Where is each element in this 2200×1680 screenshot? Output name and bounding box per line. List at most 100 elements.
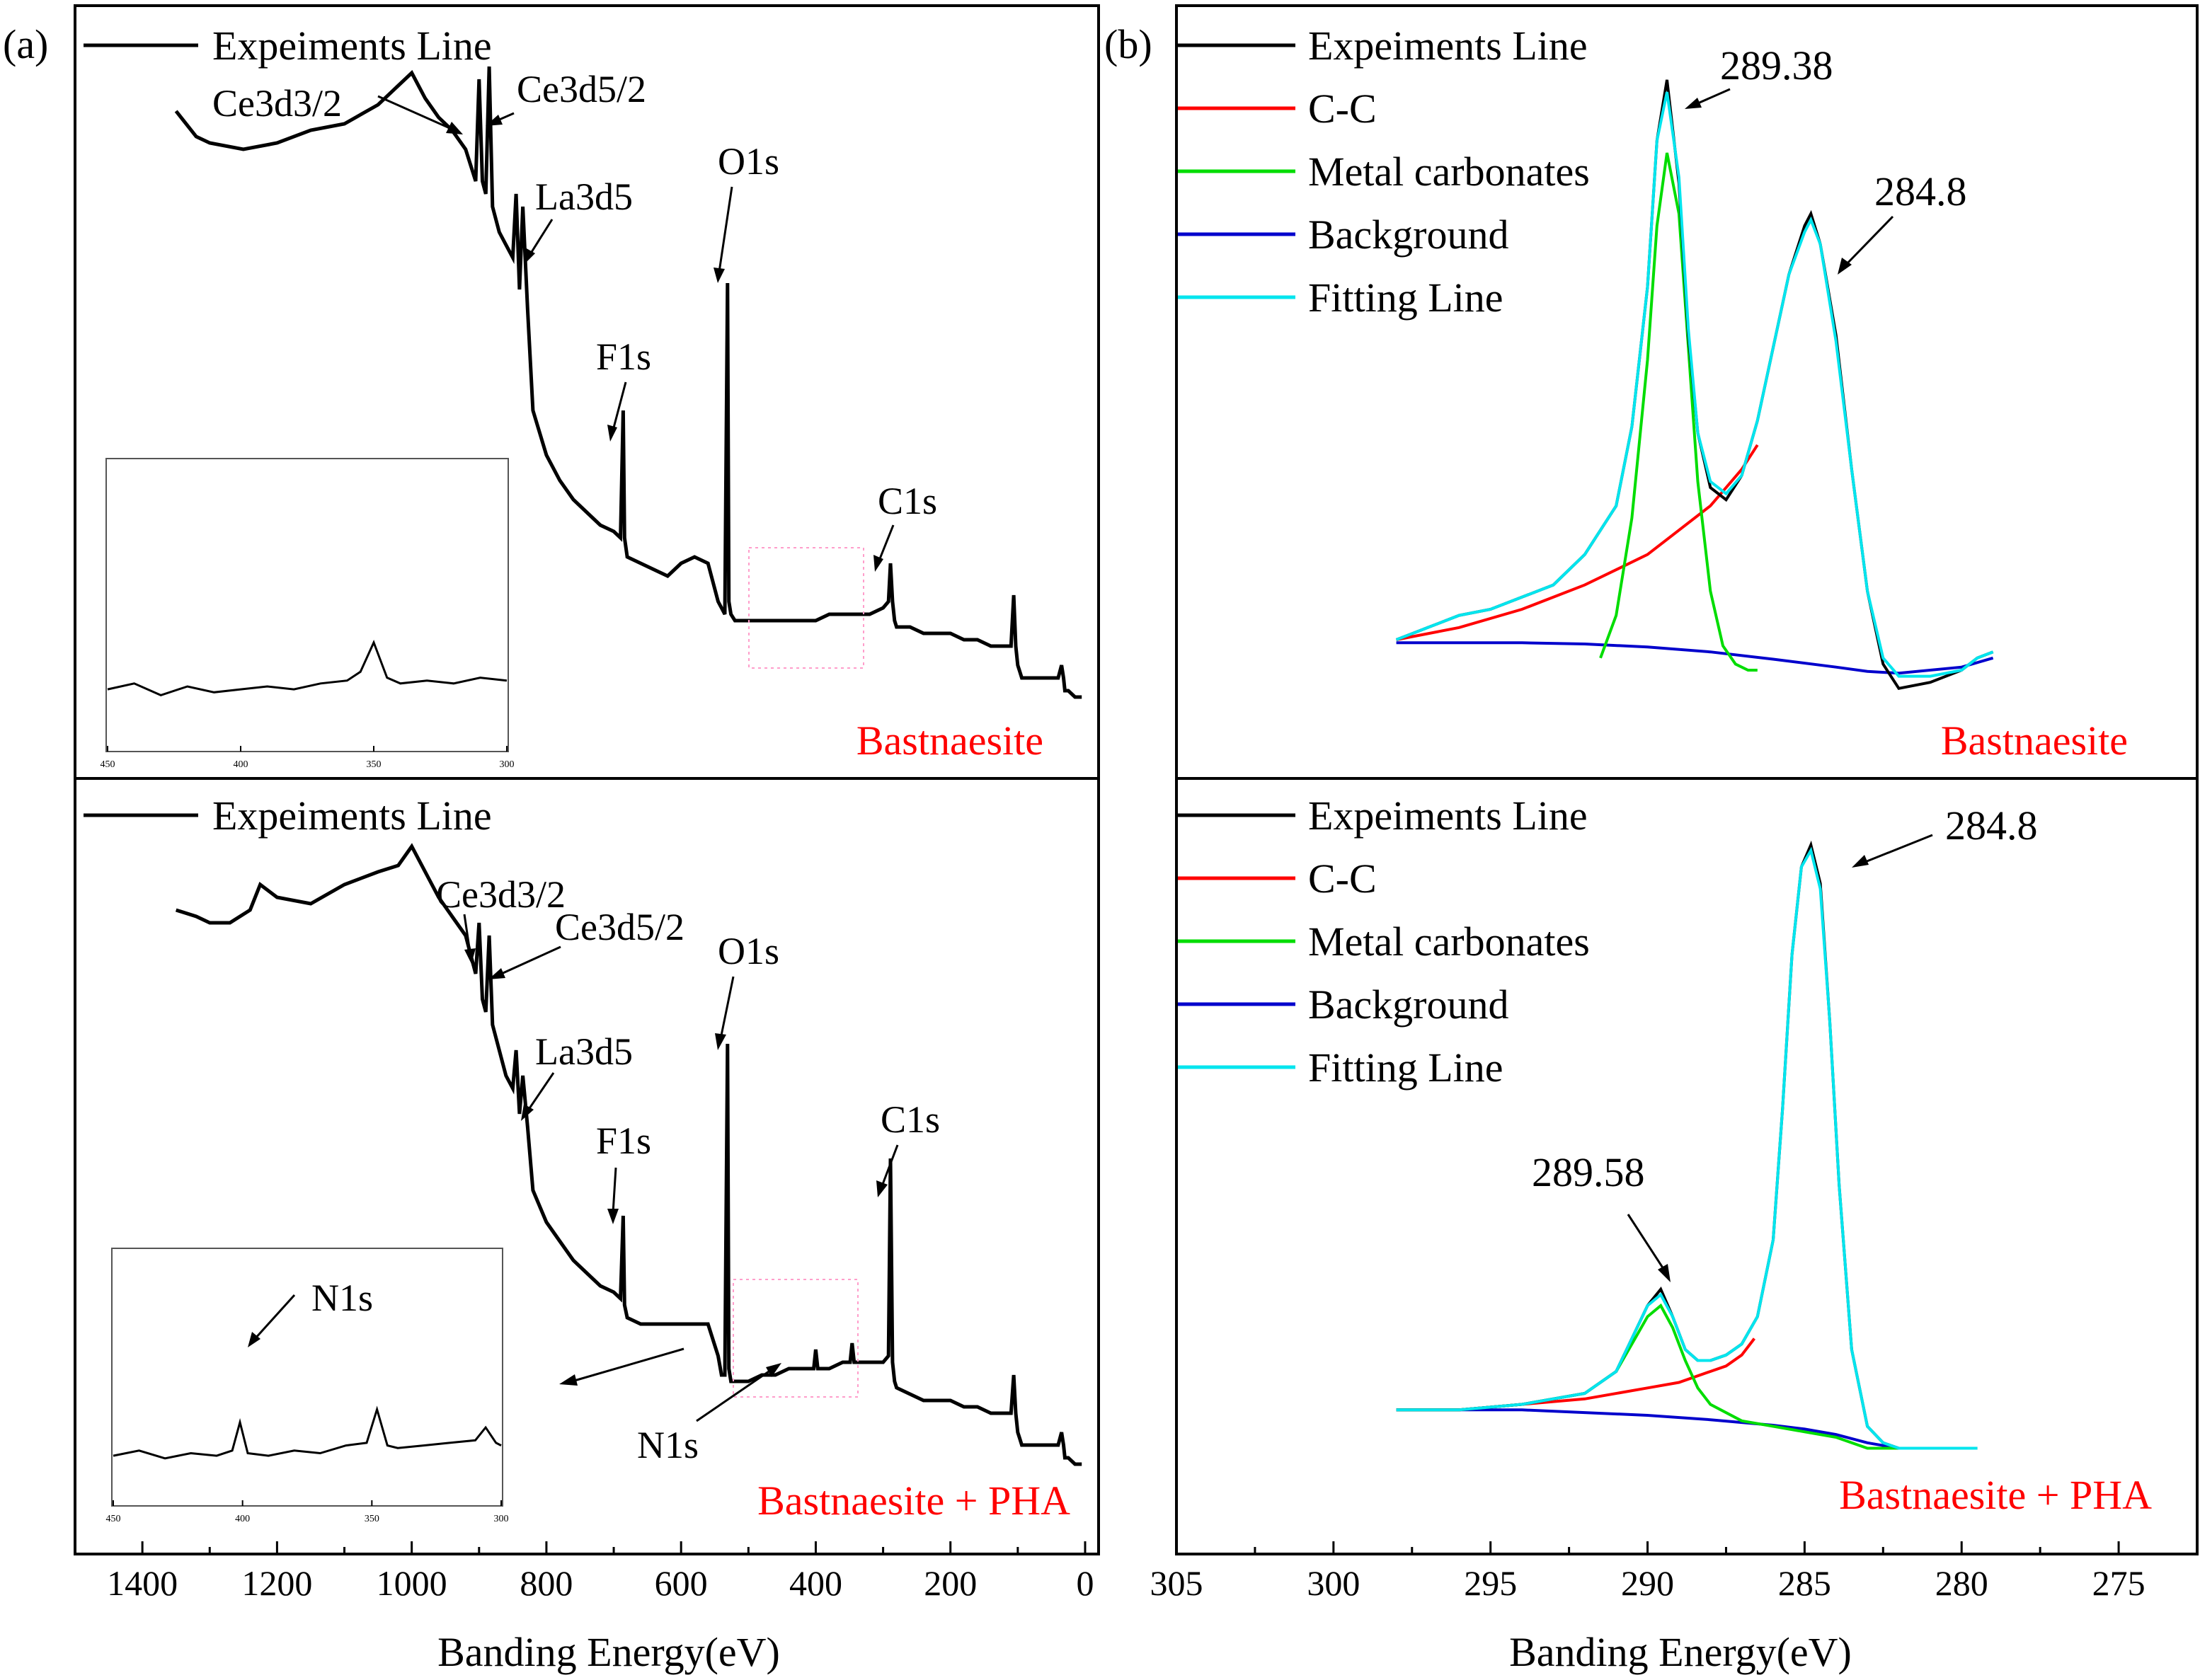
arrowhead-o1s	[714, 267, 725, 283]
annotation-o1s: O1s	[718, 140, 779, 183]
series-experiment-line-a-bottom	[175, 843, 1082, 1466]
inset-arrowhead-n1s	[248, 1332, 260, 1347]
panel-a-label: (a)	[3, 21, 48, 67]
peak-arrowhead-284-8-bottom	[1852, 855, 1869, 868]
plot-b-bottom	[1396, 840, 1978, 1450]
arrow-ce3d3-2	[377, 95, 455, 132]
panel-b-x-axis: 305 300 295 290 285 280 275	[1150, 1541, 2145, 1603]
annotation-c1s: C1s	[881, 1098, 940, 1141]
x-tick-label: 200	[924, 1563, 977, 1603]
legend-label-c-c: C-C	[1308, 86, 1377, 132]
arrow-n1s	[696, 1367, 774, 1422]
arrowhead-o1s	[715, 1033, 726, 1050]
arrow-la3d5	[527, 219, 554, 258]
inset-frame-a-bottom	[111, 1248, 503, 1507]
inset-region-box-a-top	[748, 547, 864, 669]
arrowhead-ce3d5-2	[488, 968, 505, 979]
series-c-c	[1396, 1337, 1755, 1412]
x-tick-label: 1000	[377, 1563, 447, 1603]
x-tick-label: 800	[520, 1563, 573, 1603]
legend-label-metal-carbonates: Metal carbonates	[1308, 149, 1590, 195]
legend-label-experiment: Expeiments Line	[212, 793, 492, 839]
series-fitting-line	[1395, 91, 1994, 678]
x-tick-label: 600	[655, 1563, 708, 1603]
series-metal-carbonates	[1599, 152, 1758, 672]
legend-label-metal-carbonates: Metal carbonates	[1308, 919, 1590, 965]
legend-label-c-c: C-C	[1308, 856, 1377, 902]
inset-x-tick-label: 300	[500, 759, 515, 770]
arrow-la3d5	[525, 1072, 555, 1113]
legend-b-bottom: Expeiments Line C-C Metal carbonates Backgr…	[1178, 793, 1590, 1091]
annotation-ce3d3-2: Ce3d3/2	[436, 873, 566, 916]
annotation-f1s: F1s	[596, 335, 651, 378]
arrow-to-inset	[571, 1347, 684, 1383]
x-tick-label: 300	[1307, 1563, 1360, 1603]
legend-label-background: Background	[1308, 212, 1509, 258]
inset-x-tick-label: 400	[234, 759, 248, 770]
peak-arrow-289-38	[1694, 88, 1731, 106]
inset-x-tick-label: 350	[365, 1514, 379, 1524]
x-tick-label: 305	[1150, 1563, 1203, 1603]
annotation-ce3d3-2: Ce3d3/2	[212, 82, 342, 125]
inset-a-top: 450 400 350 300	[101, 458, 515, 770]
inset-x-axis-a-top: 450 400 350 300	[101, 746, 515, 770]
x-tick-label: 400	[789, 1563, 842, 1603]
inset-x-tick-label: 400	[235, 1514, 250, 1524]
inset-x-tick-label: 350	[367, 759, 382, 770]
panel-b-label: (b)	[1104, 21, 1152, 67]
annotations-a-top: Ce3d3/2 Ce3d5/2 La3d5 O1s F1s C1s	[212, 68, 937, 572]
arrow-c1s	[881, 1144, 899, 1187]
annotation-o1s: O1s	[718, 930, 779, 972]
panel-b-xlabel: Banding Energy(eV)	[1509, 1629, 1852, 1675]
x-tick-label: 275	[2092, 1563, 2145, 1603]
series-c-c	[1396, 444, 1759, 641]
legend-label-background: Background	[1308, 982, 1509, 1028]
x-tick-label: 295	[1464, 1563, 1517, 1603]
arrowhead-ce3d3-2	[446, 122, 463, 134]
inset-arrow-n1s	[253, 1294, 296, 1340]
arrow-c1s	[878, 524, 895, 561]
x-tick-label: 290	[1621, 1563, 1674, 1603]
panel-a-xlabel: Banding Energy(eV)	[437, 1629, 780, 1675]
inset-x-tick-label: 450	[101, 759, 115, 770]
arrow-ce3d3-2	[463, 914, 471, 953]
arrowhead-la3d5	[521, 1104, 534, 1121]
annotation-n1s: N1s	[637, 1424, 699, 1466]
inset-series-a-top	[107, 639, 508, 697]
x-tick-label: 1400	[107, 1563, 178, 1603]
legend-label-expeiments-line: Expeiments Line	[1308, 793, 1588, 839]
legend-label-fitting-line: Fitting Line	[1308, 275, 1503, 321]
x-tick-label: 1200	[241, 1563, 312, 1603]
inset-x-axis-a-bottom: 450 400 350 300	[106, 1500, 509, 1524]
arrowhead-f1s	[607, 1209, 619, 1224]
series-fitting-line	[1396, 846, 1978, 1450]
inset-frame-a-top	[105, 458, 509, 752]
sample-label-a-bottom: Bastnaesite + PHA	[757, 1478, 1070, 1524]
peak-label-289-38: 289.38	[1720, 42, 1833, 88]
plot-b-top	[1395, 79, 1994, 691]
x-tick-label: 280	[1935, 1563, 1988, 1603]
arrowhead-ce3d5-2	[486, 115, 503, 126]
peak-arrow-284-8-bottom	[1861, 834, 1933, 865]
annotation-ce3d5-2: Ce3d5/2	[555, 906, 684, 948]
series-metal-carbonates	[1396, 1303, 1978, 1450]
legend-a-top: Expeiments Line	[84, 23, 492, 69]
sample-label-b-top: Bastnaesite	[1941, 718, 2128, 764]
arrow-f1s	[612, 1167, 617, 1214]
x-tick-label: 285	[1778, 1563, 1831, 1603]
peak-label-284-8-top: 284.8	[1874, 168, 1967, 214]
inset-a-bottom: 450 400 350 300 N1s	[106, 1248, 509, 1524]
peak-arrowhead-284-8-top	[1838, 258, 1852, 275]
annotation-la3d5: La3d5	[535, 176, 633, 218]
inset-x-tick-label: 450	[106, 1514, 121, 1524]
legend-label-experiment: Expeiments Line	[212, 23, 492, 69]
legend-b-top: Expeiments Line C-C Metal carbonates Backgr…	[1178, 23, 1590, 321]
arrow-o1s	[718, 186, 733, 272]
series-background	[1396, 641, 1994, 675]
arrowhead-c1s	[873, 555, 883, 572]
arrow-f1s	[612, 381, 627, 431]
peak-arrow-284-8-top	[1843, 215, 1894, 267]
inset-x-tick-label: 300	[494, 1514, 509, 1524]
legend-a-bottom: Expeiments Line	[84, 793, 492, 839]
series-experiment-line-a-top	[174, 66, 1082, 699]
